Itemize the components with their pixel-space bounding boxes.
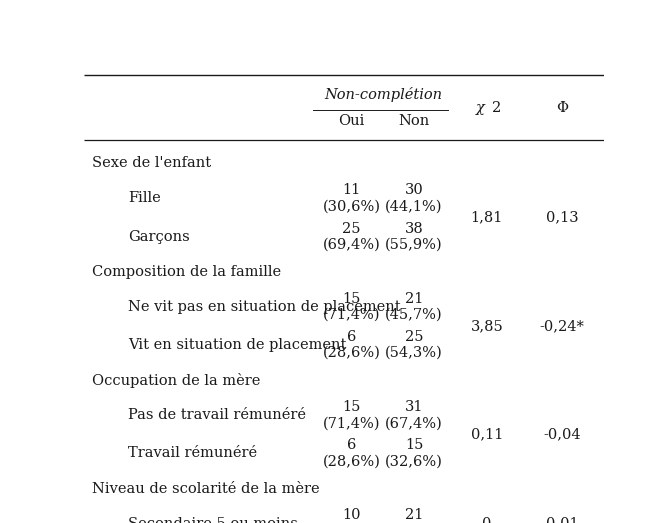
- Text: 25
(69,4%): 25 (69,4%): [323, 222, 380, 252]
- Text: χ: χ: [476, 101, 484, 115]
- Text: 6
(28,6%): 6 (28,6%): [323, 330, 380, 360]
- Text: 31
(67,4%): 31 (67,4%): [385, 400, 443, 430]
- Text: Travail rémunéré: Travail rémunéré: [128, 447, 257, 460]
- Text: 1,81: 1,81: [471, 210, 503, 224]
- Text: Occupation de la mère: Occupation de la mère: [92, 372, 260, 388]
- Text: Sexe de l'enfant: Sexe de l'enfant: [92, 156, 211, 170]
- Text: Composition de la famille: Composition de la famille: [92, 265, 280, 279]
- Text: 21
(45,7%): 21 (45,7%): [385, 292, 443, 322]
- Text: 0: 0: [482, 517, 492, 523]
- Text: Pas de travail rémunéré: Pas de travail rémunéré: [128, 408, 306, 422]
- Text: -0,24*: -0,24*: [540, 319, 584, 333]
- Text: 10
(52,6%): 10 (52,6%): [323, 508, 380, 523]
- Text: Garçons: Garçons: [128, 230, 190, 244]
- Text: Niveau de scolarité de la mère: Niveau de scolarité de la mère: [92, 482, 319, 495]
- Text: 15
(32,6%): 15 (32,6%): [385, 438, 443, 469]
- Text: 15
(71,4%): 15 (71,4%): [323, 400, 380, 430]
- Text: -0,04: -0,04: [544, 427, 581, 441]
- Text: 25
(54,3%): 25 (54,3%): [385, 330, 443, 360]
- Text: 0,13: 0,13: [546, 210, 578, 224]
- Text: 3,85: 3,85: [470, 319, 503, 333]
- Text: 15
(71,4%): 15 (71,4%): [323, 292, 380, 322]
- Text: 38
(55,9%): 38 (55,9%): [385, 222, 443, 252]
- Text: Non-complétion: Non-complétion: [324, 87, 442, 103]
- Text: Non: Non: [399, 114, 429, 128]
- Text: 6
(28,6%): 6 (28,6%): [323, 438, 380, 469]
- Text: 2: 2: [492, 101, 501, 115]
- Text: 21
(53,8%): 21 (53,8%): [385, 508, 443, 523]
- Text: 30
(44,1%): 30 (44,1%): [385, 183, 443, 213]
- Text: 11
(30,6%): 11 (30,6%): [323, 183, 380, 213]
- Text: Ne vit pas en situation de placement: Ne vit pas en situation de placement: [128, 300, 401, 314]
- Text: Fille: Fille: [128, 191, 161, 206]
- Text: 0,01: 0,01: [546, 517, 578, 523]
- Text: Vit en situation de placement: Vit en situation de placement: [128, 338, 346, 352]
- Text: Secondaire 5 ou moins: Secondaire 5 ou moins: [128, 517, 298, 523]
- Text: Φ: Φ: [556, 101, 568, 115]
- Text: Oui: Oui: [338, 114, 365, 128]
- Text: 0,11: 0,11: [471, 427, 503, 441]
